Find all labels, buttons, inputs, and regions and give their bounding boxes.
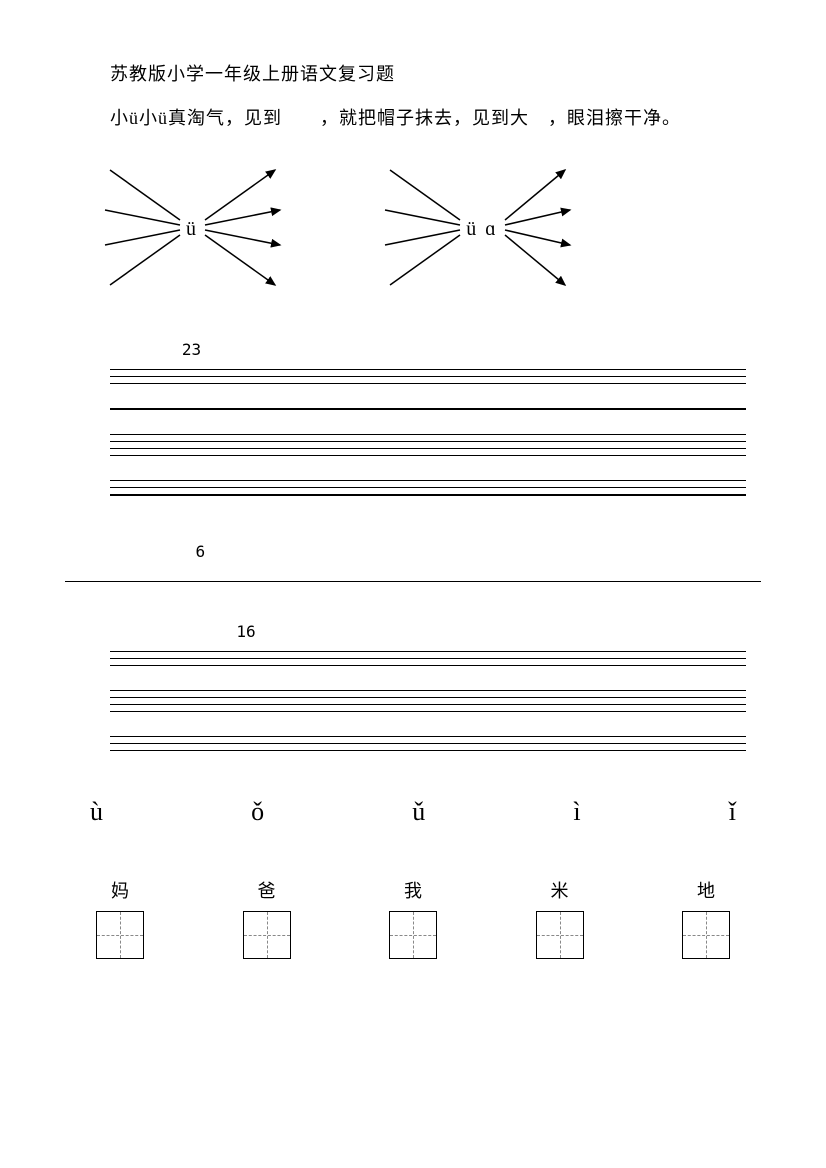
section-3-num: 16: [236, 622, 294, 641]
char-item: 米: [530, 877, 590, 959]
pinyin-item: ǔ: [412, 797, 425, 827]
diagram-label: ü ɑ: [466, 218, 497, 240]
char-label: 地: [697, 877, 715, 903]
section-3-label: 16: [80, 622, 746, 641]
section-1-prefix: [80, 340, 148, 359]
char-item: 地: [676, 877, 736, 959]
pinyin-item: ì: [573, 797, 580, 827]
divider-line: [65, 581, 761, 582]
worksheet-page: 苏教版小学一年级上册语文复习题 小ü小ü真淘气，见到 ，就把帽子抹去，见到大 ，…: [0, 0, 826, 999]
diagram-left: ü: [100, 160, 300, 300]
char-label: 爸: [258, 877, 276, 903]
writing-lines-1: [110, 369, 746, 502]
character-row: 妈 爸 我 米 地: [90, 877, 736, 959]
worksheet-title: 苏教版小学一年级上册语文复习题: [110, 60, 746, 86]
rhyme-sentence: 小ü小ü真淘气，见到 ，就把帽子抹去，见到大 ，眼泪擦干净。: [110, 104, 746, 130]
tian-zi-ge-box: [243, 911, 291, 959]
section-2-prefix: [80, 542, 162, 561]
tian-zi-ge-box: [96, 911, 144, 959]
section-2-label: 6: [80, 542, 746, 561]
pinyin-row: ù ǒ ǔ ì ǐ: [90, 797, 736, 827]
tian-zi-ge-box: [389, 911, 437, 959]
char-label: 我: [404, 877, 422, 903]
pinyin-item: ù: [90, 797, 103, 827]
section-3-prefix: [80, 622, 203, 641]
char-label: 妈: [111, 877, 129, 903]
pinyin-item: ǒ: [251, 797, 264, 827]
diagram-label: ü: [186, 218, 198, 240]
tian-zi-ge-box: [536, 911, 584, 959]
diagram-right: ü ɑ: [380, 160, 580, 300]
writing-lines-2: [110, 651, 746, 757]
char-item: 我: [383, 877, 443, 959]
diagrams-row: ü ü ɑ: [100, 160, 746, 300]
section-2-num: 6: [195, 542, 224, 561]
char-item: 爸: [237, 877, 297, 959]
section-1-num: 23: [182, 340, 240, 359]
section-1-label: 23: [80, 340, 746, 359]
char-label: 米: [551, 877, 569, 903]
char-item: 妈: [90, 877, 150, 959]
pinyin-item: ǐ: [729, 797, 736, 827]
tian-zi-ge-box: [682, 911, 730, 959]
